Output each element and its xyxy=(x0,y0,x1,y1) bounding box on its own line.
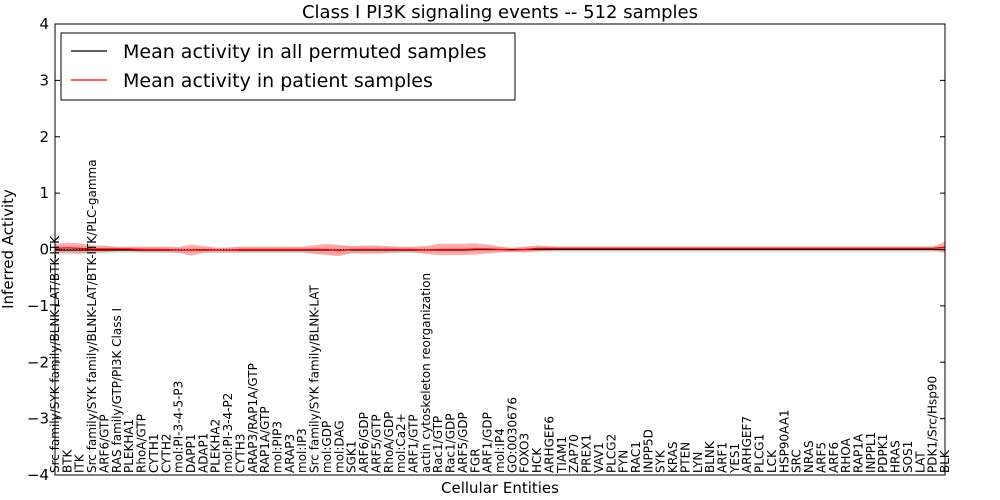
x-tick-label: FYN xyxy=(617,450,631,473)
x-tick-label: INPP5D xyxy=(641,429,655,473)
x-tick-label: SRC xyxy=(790,449,804,473)
series-line-patient xyxy=(54,246,946,252)
x-tick-label: LYN xyxy=(691,452,705,473)
x-tick-label: Src family/SYK family/BLNK-LAT xyxy=(308,284,322,473)
x-tick-label: ARF1 xyxy=(716,442,730,473)
y-tick-label: −3 xyxy=(27,410,49,428)
x-tick-label: ARAP3 xyxy=(283,434,297,473)
x-tick-label: mol:Ca2+ xyxy=(394,413,408,473)
y-axis-label: Inferred Activity xyxy=(0,189,17,309)
x-tick-label: PLCG2 xyxy=(604,434,618,473)
legend-label: Mean activity in all permuted samples xyxy=(123,41,486,63)
x-tick-label: ARF5 xyxy=(814,442,828,473)
x-tick-label: SOS1 xyxy=(901,441,915,473)
x-tick-label: DAPP1 xyxy=(184,434,198,473)
x-tick-label: mol:IP4 xyxy=(493,428,507,473)
x-tick-label: NRAS xyxy=(802,440,816,473)
x-tick-label: ARF6/GDP xyxy=(357,412,371,473)
x-tick-label: CYTH3 xyxy=(233,434,247,474)
x-tick-label: ARF5/GTP xyxy=(369,414,383,473)
x-tick-label: HRAS xyxy=(889,440,903,473)
x-tick-label: RAS family/GTP/PI3K Class I xyxy=(110,308,124,473)
x-tick-label: PLEKHA1 xyxy=(122,419,136,473)
x-axis-label: Cellular Entities xyxy=(441,479,559,497)
x-tick-label: ARF5/GDP xyxy=(456,412,470,473)
legend: Mean activity in all permuted samples Mea… xyxy=(60,32,516,101)
x-tick-label: LCK xyxy=(765,449,779,473)
x-tick-label: RAC1 xyxy=(629,441,643,473)
x-tick-label: ADAP1 xyxy=(196,433,210,473)
x-axis-tick-labels: Src family/SYK family/BLNK-LAT/BTK-ITKBT… xyxy=(48,159,952,474)
x-tick-label: HCK xyxy=(530,447,544,473)
legend-box xyxy=(60,32,516,101)
y-axis-ticks: −4 −3 −2 −1 0 1 2 3 4 xyxy=(27,15,945,484)
x-tick-label: RAP1A xyxy=(851,433,865,473)
x-tick-label: LAT xyxy=(913,451,927,473)
x-tick-label: PLCG1 xyxy=(753,434,767,473)
x-tick-label: KRAS xyxy=(666,441,680,473)
x-tick-label: RhoA/GTP xyxy=(135,414,149,473)
x-tick-label: RHOA xyxy=(839,437,853,473)
x-tick-label: RAP1A/GTP xyxy=(258,406,272,473)
x-tick-label: PREX1 xyxy=(580,434,594,473)
x-tick-label: mol:PI-3-4-P2 xyxy=(221,393,235,473)
x-tick-label: ARHGEF6 xyxy=(542,416,556,473)
x-tick-label: mol:GDP xyxy=(320,421,334,473)
x-tick-label: ITK xyxy=(73,453,87,473)
x-tick-label: ARF6 xyxy=(827,442,841,473)
x-tick-label: PTEN xyxy=(678,442,692,473)
x-tick-label: INPPL1 xyxy=(864,432,878,473)
x-tick-label: PDK1/Src/Hsp90 xyxy=(926,376,940,473)
x-tick-label: ARAP3/RAP1A/GTP xyxy=(246,363,260,473)
x-tick-label: TIAM1 xyxy=(555,436,569,474)
legend-label: Mean activity in patient samples xyxy=(123,70,433,92)
x-tick-label: ARHGEF7 xyxy=(740,416,754,473)
x-tick-label: CYTH2 xyxy=(159,434,173,474)
x-tick-label: CYTH1 xyxy=(147,434,161,474)
series-lines xyxy=(54,246,946,252)
x-tick-label: mol:PI-3-4-5-P3 xyxy=(172,381,186,473)
x-tick-label: mol:PIP3 xyxy=(271,421,285,473)
y-tick-label: 1 xyxy=(39,184,49,202)
x-tick-label: BTK xyxy=(60,448,74,473)
x-tick-label: Src family/SYK family/BLNK-LAT/BTK-ITK/P… xyxy=(85,159,99,473)
plot-frame xyxy=(54,23,946,476)
x-tick-label: ARF1/GTP xyxy=(406,414,420,473)
x-tick-label: VAV1 xyxy=(592,442,606,473)
x-tick-label: RhoA/GDP xyxy=(382,412,396,473)
x-tick-label: HSP90AA1 xyxy=(777,409,791,473)
chart-title: Class I PI3K signaling events -- 512 sam… xyxy=(302,2,698,23)
y-tick-label: 2 xyxy=(39,128,49,146)
y-tick-label: 4 xyxy=(39,15,49,33)
y-tick-label: −2 xyxy=(27,353,49,371)
x-tick-label: mol:IP3 xyxy=(295,428,309,473)
x-tick-label: SGK1 xyxy=(345,441,359,473)
x-tick-label: PLEKHA2 xyxy=(209,419,223,473)
x-tick-label: Rac1/GDP xyxy=(444,414,458,473)
y-tick-label: −4 xyxy=(27,466,49,484)
x-tick-label: ARF1/GDP xyxy=(481,412,495,473)
x-tick-label: FGR xyxy=(468,448,482,473)
x-tick-label: YES1 xyxy=(728,443,742,474)
x-tick-label: BLNK xyxy=(703,440,717,473)
x-tick-label: Rac1/GTP xyxy=(431,416,445,473)
x-tick-label: GO:0030676 xyxy=(505,397,519,473)
x-tick-label: PDPK1 xyxy=(876,434,890,473)
x-tick-label: ARF6/GTP xyxy=(97,414,111,473)
x-tick-label: ZAP70 xyxy=(567,434,581,473)
x-tick-label: SYK xyxy=(654,449,668,473)
x-tick-label: FOXO3 xyxy=(518,433,532,473)
y-tick-label: 0 xyxy=(39,241,49,259)
y-tick-label: −1 xyxy=(27,297,49,315)
x-tick-label: actin cytoskeleton reorganization xyxy=(419,273,433,473)
x-tick-label: mol:DAG xyxy=(332,420,346,473)
y-tick-label: 3 xyxy=(39,71,49,89)
